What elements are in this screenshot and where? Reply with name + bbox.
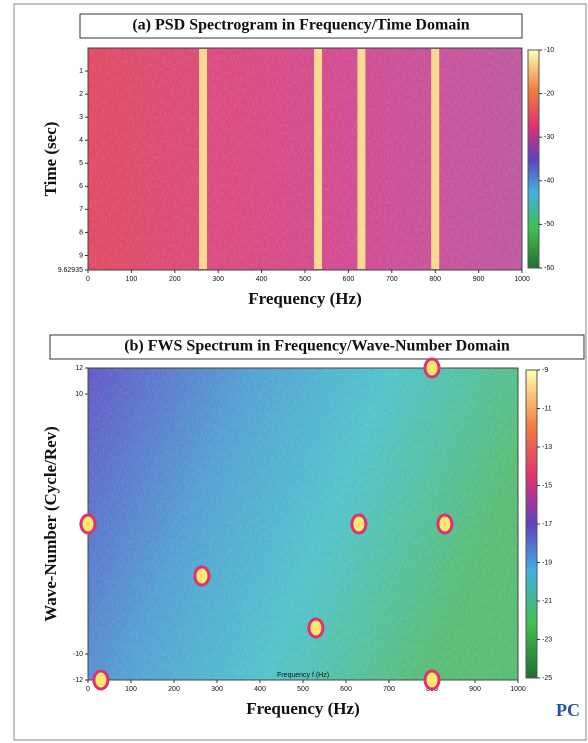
x-axis-inner-label: Frequency f (Hz) (277, 672, 329, 679)
x-tick-label: 200 (168, 686, 180, 693)
spectral-line (431, 49, 440, 269)
x-tick-label: 400 (254, 686, 266, 693)
y-tick-label: 2 (79, 91, 83, 98)
x-tick-label: 1000 (510, 686, 526, 693)
spectral-line (199, 49, 208, 269)
x-tick-label: 300 (212, 276, 224, 283)
x-tick-label: 100 (125, 686, 137, 693)
colorbar-tick-label: -30 (544, 134, 554, 141)
x-axis-label: Frequency (Hz) (246, 699, 359, 718)
colorbar-tick-label: -13 (542, 444, 552, 451)
logo: PC (556, 700, 580, 720)
y-tick-label: -12 (73, 677, 83, 684)
x-tick-label: 600 (340, 686, 352, 693)
x-tick-label: 1000 (514, 276, 530, 283)
x-tick-label: 500 (299, 276, 311, 283)
chart-title: (b) FWS Spectrum in Frequency/Wave-Numbe… (124, 338, 510, 355)
x-tick-label: 800 (429, 276, 441, 283)
x-tick-label: 200 (169, 276, 181, 283)
colorbar-tick-label: -17 (542, 521, 552, 528)
peak (193, 565, 211, 587)
colorbar-tick-label: -9 (542, 367, 548, 374)
peak (423, 669, 441, 691)
y-tick-label: 3 (79, 114, 83, 121)
peak (423, 357, 441, 379)
y-tick-label: 5 (79, 160, 83, 167)
x-tick-label: 100 (126, 276, 138, 283)
y-tick-label: 10 (75, 391, 83, 398)
colorbar-tick-label: -60 (544, 265, 554, 272)
colorbar (527, 49, 540, 269)
y-axis-label: Time (sec) (41, 122, 60, 197)
spectral-line (314, 49, 323, 269)
colorbar-tick-label: -50 (544, 221, 554, 228)
colorbar-tick-label: -20 (544, 90, 554, 97)
x-tick-label: 300 (211, 686, 223, 693)
y-tick-label: 1 (79, 68, 83, 75)
colorbar-tick-label: -15 (542, 482, 552, 489)
y-tick-label: 8 (79, 229, 83, 236)
peak (307, 617, 325, 639)
y-tick-label: 6 (79, 183, 83, 190)
y-tick-label: 9 (79, 252, 83, 259)
x-tick-label: 700 (386, 276, 398, 283)
y-tick-label: 7 (79, 206, 83, 213)
colorbar-tick-label: -10 (544, 47, 554, 54)
texture (88, 48, 522, 270)
x-tick-label: 0 (86, 686, 90, 693)
colorbar-tick-label: -19 (542, 559, 552, 566)
y-tick-label: 4 (79, 137, 83, 144)
x-tick-label: 400 (256, 276, 268, 283)
x-tick-label: 900 (469, 686, 481, 693)
peak (436, 513, 454, 535)
frame (13, 3, 587, 741)
x-tick-label: 700 (383, 686, 395, 693)
title-box (79, 13, 523, 39)
x-tick-label: 900 (473, 276, 485, 283)
spectral-line (357, 49, 366, 269)
y-axis-label: Wave-Number (Cycle/Rev) (41, 426, 60, 622)
x-axis-label: Frequency (Hz) (248, 289, 361, 308)
y-tick-label: 12 (75, 365, 83, 372)
y-tick-label: 9.62935 (58, 267, 83, 274)
x-tick-label: 0 (86, 276, 90, 283)
colorbar-tick-label: -40 (544, 178, 554, 185)
colorbar-tick-label: -11 (542, 405, 552, 412)
peak (79, 513, 97, 535)
x-tick-label: 600 (343, 276, 355, 283)
texture (88, 368, 518, 680)
y-tick-label: -10 (73, 651, 83, 658)
peak (92, 669, 110, 691)
x-tick-label: 500 (297, 686, 309, 693)
colorbar-tick-label: -23 (542, 636, 552, 643)
chart-title: (a) PSD Spectrogram in Frequency/Time Do… (132, 17, 469, 34)
colorbar-tick-label: -25 (542, 675, 552, 682)
title-box (49, 334, 585, 360)
colorbar-tick-label: -21 (542, 598, 552, 605)
peak (350, 513, 368, 535)
colorbar (525, 369, 538, 679)
